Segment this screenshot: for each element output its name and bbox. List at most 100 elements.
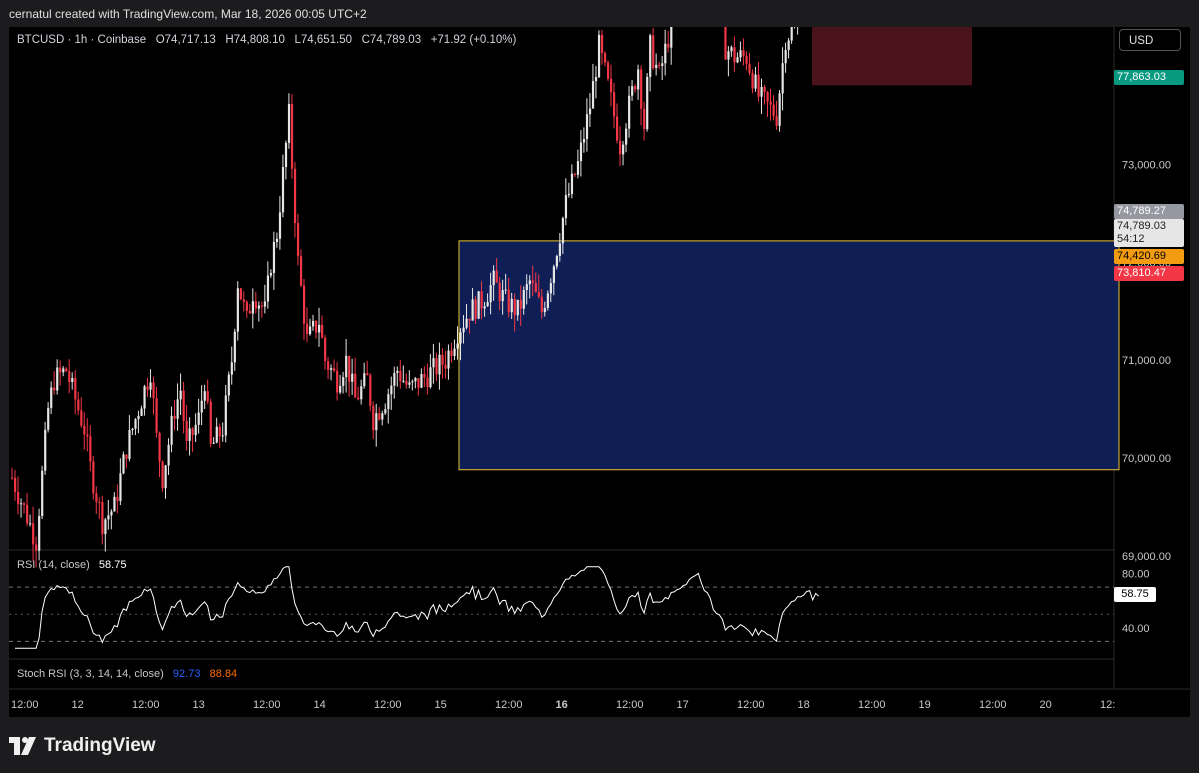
candle-body: [266, 275, 270, 302]
candle-body: [119, 473, 122, 502]
candle-body: [330, 368, 333, 370]
candle-body: [733, 47, 736, 63]
candle-body: [513, 298, 516, 316]
candle-body: [646, 76, 649, 130]
candle-body: [429, 367, 432, 388]
candle-body: [296, 223, 300, 257]
candle-body: [378, 413, 381, 420]
candle-body: [47, 407, 50, 430]
candle-body: [640, 69, 643, 109]
candle-body: [143, 386, 146, 409]
candle-body: [468, 318, 471, 321]
candle-body: [510, 298, 513, 313]
candle-body: [775, 116, 778, 126]
candle-body: [315, 320, 318, 333]
rsi-label[interactable]: RSI (14, close): [17, 559, 90, 571]
stoch-rsi-legend: Stoch RSI (3, 3, 14, 14, close) 92.73 88…: [17, 668, 237, 680]
candle-body: [570, 173, 574, 194]
stoch-rsi-label[interactable]: Stoch RSI (3, 3, 14, 14, close): [17, 668, 164, 680]
candle-body: [444, 364, 447, 369]
candle-body: [29, 523, 32, 525]
candle-body: [59, 367, 62, 373]
candle-body: [284, 142, 288, 168]
candle-body: [110, 511, 113, 516]
candle-body: [495, 270, 498, 283]
candle-body: [203, 391, 206, 401]
rsi-line: [15, 566, 820, 649]
candle-body: [218, 426, 221, 437]
x-tick-label: 20: [1040, 699, 1052, 711]
candle-body: [134, 419, 137, 429]
candle-body: [745, 55, 748, 64]
candle-body: [305, 323, 309, 335]
candle-body: [667, 43, 670, 48]
candle-body: [366, 373, 369, 376]
candle-body: [104, 519, 107, 535]
price-chart[interactable]: 69,000.0070,000.0071,000.0072,000.0073,0…: [9, 27, 1190, 717]
candle-body: [441, 354, 444, 365]
candle-body: [221, 435, 224, 437]
x-tick-label: 12:: [1100, 699, 1115, 711]
candle-body: [194, 424, 197, 436]
currency-button[interactable]: USD: [1119, 29, 1181, 51]
candle-body: [462, 327, 465, 333]
x-tick-label: 13: [193, 699, 205, 711]
candle-body: [549, 283, 552, 294]
chart-frame[interactable]: 69,000.0070,000.0071,000.0072,000.0073,0…: [9, 27, 1190, 717]
candle-body: [778, 93, 781, 126]
candle-body: [308, 326, 312, 335]
y-tick-label: 71,000.00: [1122, 355, 1171, 367]
candle-body: [546, 293, 549, 309]
candle-body: [504, 289, 507, 291]
candle-body: [784, 49, 787, 64]
candle-body: [772, 104, 775, 117]
candle-body: [582, 138, 586, 143]
candle-body: [68, 371, 71, 382]
candle-body: [233, 331, 236, 363]
candle-body: [597, 34, 601, 78]
candle-body: [20, 503, 23, 505]
candle-body: [603, 53, 607, 63]
x-tick-label: 14: [314, 699, 326, 711]
candle-body: [622, 144, 625, 155]
candle-body: [787, 40, 790, 50]
candle-body: [766, 92, 769, 102]
stoch-rsi-d: 88.84: [209, 668, 238, 680]
x-tick-label: 16: [556, 699, 568, 711]
candle-body: [167, 444, 170, 466]
ohlc-low: L74,651.50: [294, 34, 353, 46]
candle-body: [206, 391, 209, 402]
candle-body: [369, 375, 372, 406]
symbol-legend: BTCUSD · 1h · Coinbase O74,717.13 H74,80…: [17, 34, 516, 46]
candle-body: [399, 370, 402, 382]
y-tick-label: 70,000.00: [1122, 453, 1171, 465]
candle-body: [179, 390, 182, 400]
candle-body: [631, 86, 634, 96]
candle-body: [158, 432, 161, 462]
candle-body: [585, 114, 589, 139]
candle-body: [257, 305, 261, 309]
rsi-legend: RSI (14, close) 58.75: [17, 559, 126, 571]
candle-body: [432, 358, 435, 368]
candle-body: [248, 310, 251, 314]
symbol-name[interactable]: BTCUSD · 1h · Coinbase: [17, 34, 147, 46]
candle-body: [486, 302, 489, 307]
candle-body: [89, 436, 92, 462]
x-tick-label: 12:00: [979, 699, 1007, 711]
candle-body: [107, 515, 110, 520]
tradingview-brand[interactable]: TradingView: [9, 735, 156, 757]
candle-body: [80, 410, 83, 426]
ohlc-close: C74,789.03: [361, 34, 422, 46]
candle-body: [251, 301, 254, 314]
candle-body: [619, 140, 622, 155]
candle-body: [402, 380, 405, 382]
rsi-value: 58.75: [98, 559, 127, 571]
candle-body: [435, 358, 438, 375]
candle-body: [742, 50, 745, 56]
x-tick-label: 12:00: [858, 699, 886, 711]
candle-body: [86, 434, 89, 437]
candle-body: [588, 108, 592, 115]
candle-body: [748, 63, 751, 73]
candle-body: [269, 272, 273, 276]
candle-body: [354, 373, 357, 398]
